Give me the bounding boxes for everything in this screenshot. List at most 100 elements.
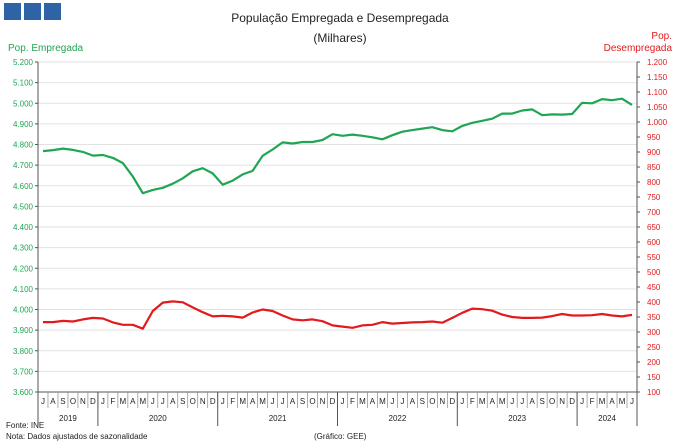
month-label: M	[479, 397, 486, 406]
left-tick-label: 3.700	[13, 367, 34, 376]
right-tick-label: 300	[647, 328, 661, 337]
month-label: D	[210, 397, 216, 406]
month-label: J	[400, 397, 404, 406]
right-tick-label: 200	[647, 358, 661, 367]
chart-title: População Empregada e Desempregada	[231, 11, 449, 25]
footer-source: Fonte: INE	[6, 421, 44, 430]
month-label: O	[190, 397, 196, 406]
month-label: O	[309, 397, 315, 406]
left-tick-label: 4.200	[13, 264, 34, 273]
left-tick-label: 4.500	[13, 202, 34, 211]
right-tick-label: 1.150	[647, 73, 668, 82]
month-label: F	[470, 397, 475, 406]
year-label: 2019	[59, 414, 77, 423]
month-label: J	[281, 397, 285, 406]
right-tick-label: 1.100	[647, 88, 668, 97]
right-tick-label: 500	[647, 268, 661, 277]
right-axis-label-line1: Pop.	[651, 31, 672, 42]
month-label: M	[619, 397, 626, 406]
left-tick-label: 5.100	[13, 79, 34, 88]
month-label: F	[350, 397, 355, 406]
right-tick-label: 250	[647, 343, 661, 352]
right-tick-label: 850	[647, 163, 661, 172]
year-label: 2024	[598, 414, 616, 423]
month-label: N	[439, 397, 445, 406]
year-label: 2022	[389, 414, 407, 423]
series-line-employed	[42, 97, 633, 195]
month-label: S	[300, 397, 305, 406]
left-tick-label: 4.900	[13, 120, 34, 129]
month-label: J	[520, 397, 524, 406]
month-label: D	[569, 397, 575, 406]
left-tick-label: 4.100	[13, 285, 34, 294]
month-label: J	[390, 397, 394, 406]
month-label: J	[271, 397, 275, 406]
right-tick-label: 1.000	[647, 118, 668, 127]
month-label: M	[239, 397, 246, 406]
right-tick-label: 900	[647, 148, 661, 157]
month-label: A	[50, 397, 56, 406]
right-tick-label: 950	[647, 133, 661, 142]
left-tick-label: 3.900	[13, 326, 34, 335]
footer-credit: (Gráfico: GEE)	[314, 432, 367, 441]
series-line-unemployed	[43, 300, 633, 330]
month-label: A	[290, 397, 296, 406]
month-label: M	[139, 397, 146, 406]
month-label: N	[320, 397, 326, 406]
left-tick-label: 4.600	[13, 182, 34, 191]
month-label: A	[490, 397, 496, 406]
right-tick-label: 750	[647, 193, 661, 202]
month-label: S	[539, 397, 544, 406]
right-tick-label: 100	[647, 388, 661, 397]
right-tick-label: 400	[647, 298, 661, 307]
month-label: S	[60, 397, 65, 406]
left-tick-label: 4.400	[13, 223, 34, 232]
month-label: O	[429, 397, 435, 406]
year-label: 2023	[508, 414, 526, 423]
month-label: J	[161, 397, 165, 406]
month-label: N	[200, 397, 206, 406]
left-tick-label: 3.800	[13, 347, 34, 356]
right-tick-label: 800	[647, 178, 661, 187]
month-label: A	[250, 397, 256, 406]
right-tick-label: 150	[647, 373, 661, 382]
left-tick-label: 4.300	[13, 244, 34, 253]
month-label: J	[221, 397, 225, 406]
right-tick-label: 700	[647, 208, 661, 217]
left-tick-label: 5.000	[13, 99, 34, 108]
month-label: S	[420, 397, 425, 406]
month-label: M	[379, 397, 386, 406]
month-label: O	[549, 397, 555, 406]
month-label: F	[110, 397, 115, 406]
right-tick-label: 1.200	[647, 58, 668, 67]
right-tick-label: 550	[647, 253, 661, 262]
month-label: J	[510, 397, 514, 406]
month-label: J	[340, 397, 344, 406]
month-label: A	[130, 397, 136, 406]
month-label: A	[609, 397, 615, 406]
month-label: A	[170, 397, 176, 406]
logo-block	[44, 3, 61, 20]
month-label: A	[530, 397, 536, 406]
right-tick-label: 450	[647, 283, 661, 292]
month-label: F	[590, 397, 595, 406]
month-label: F	[230, 397, 235, 406]
right-tick-label: 1.050	[647, 103, 668, 112]
left-tick-label: 3.600	[13, 388, 34, 397]
month-label: J	[580, 397, 584, 406]
right-axis-label-line2: Desempregada	[604, 43, 673, 54]
month-label: J	[460, 397, 464, 406]
footer-note: Nota: Dados ajustados de sazonalidade	[6, 432, 148, 441]
month-label: S	[180, 397, 185, 406]
month-label: J	[630, 397, 634, 406]
left-axis-label: Pop. Empregada	[8, 43, 83, 54]
logo-block	[4, 3, 21, 20]
month-label: M	[499, 397, 506, 406]
right-tick-label: 650	[647, 223, 661, 232]
month-label: M	[599, 397, 606, 406]
right-tick-label: 600	[647, 238, 661, 247]
left-tick-label: 4.000	[13, 306, 34, 315]
month-label: O	[70, 397, 76, 406]
left-tick-label: 4.800	[13, 141, 34, 150]
